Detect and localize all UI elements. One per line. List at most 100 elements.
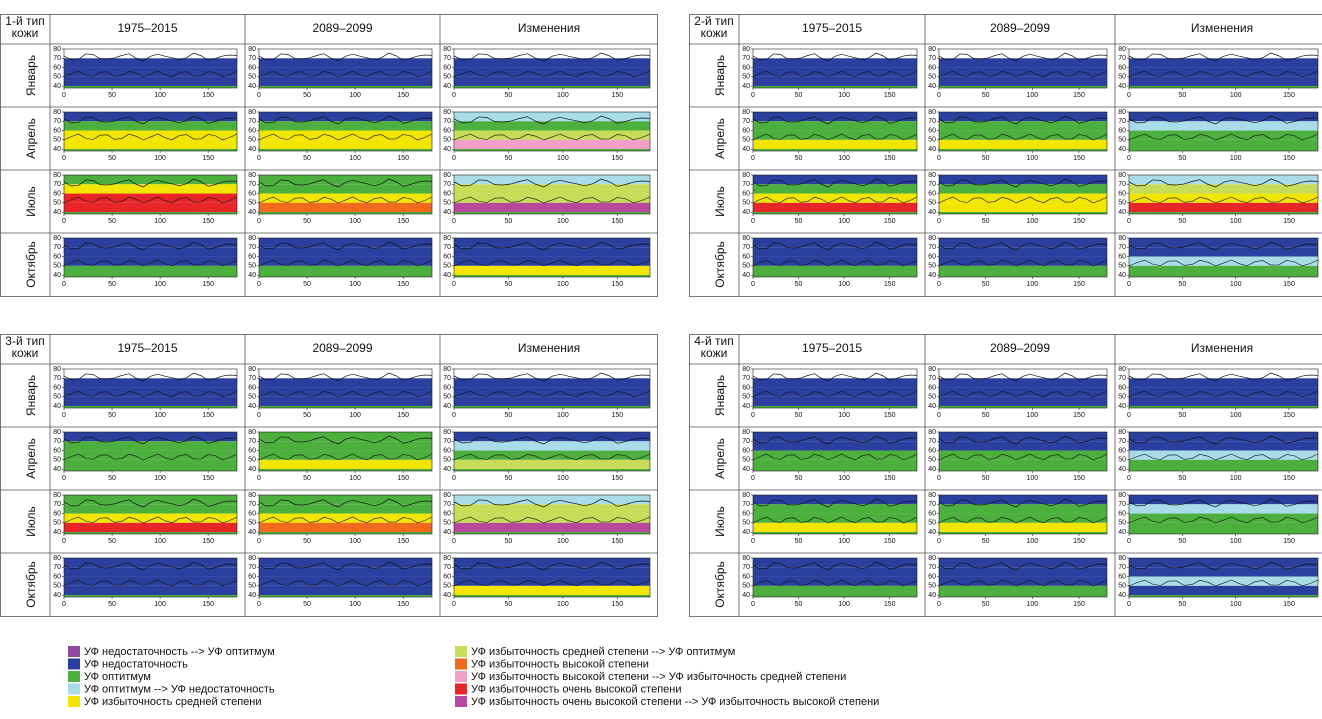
y-tick-label: 40 xyxy=(248,146,256,153)
x-tick-label: 100 xyxy=(557,538,569,545)
x-tick-label: 0 xyxy=(62,601,66,608)
x-tick-label: 0 xyxy=(257,92,261,99)
y-tick-label: 60 xyxy=(742,127,750,134)
map-band xyxy=(454,558,650,567)
y-tick-label: 70 xyxy=(443,375,451,382)
map-base xyxy=(454,212,650,214)
x-tick-label: 100 xyxy=(349,538,361,545)
x-tick-label: 100 xyxy=(1230,538,1242,545)
y-tick-label: 40 xyxy=(742,466,750,473)
x-tick-label: 150 xyxy=(1073,218,1085,225)
row-label: Октябрь xyxy=(713,241,727,288)
x-tick-label: 0 xyxy=(257,281,261,288)
map-band xyxy=(454,397,650,406)
y-tick-label: 50 xyxy=(928,263,936,270)
y-tick-label: 60 xyxy=(742,190,750,197)
map-base xyxy=(259,212,432,214)
x-tick-label: 0 xyxy=(751,281,755,288)
x-tick-label: 50 xyxy=(505,475,513,482)
y-tick-label: 70 xyxy=(248,181,256,188)
y-tick-label: 50 xyxy=(248,583,256,590)
y-tick-label: 80 xyxy=(1118,46,1126,53)
y-tick-label: 40 xyxy=(742,403,750,410)
map-band xyxy=(259,203,432,212)
figure: 1-й типкожи1975–20152089–2099ИзмененияЯн… xyxy=(0,0,1322,719)
x-tick-label: 0 xyxy=(257,412,261,419)
map-band xyxy=(454,77,650,86)
y-tick-label: 70 xyxy=(248,501,256,508)
legend-swatch xyxy=(68,696,80,707)
y-tick-label: 80 xyxy=(928,555,936,562)
map-band xyxy=(1129,586,1318,595)
map-band xyxy=(753,238,917,247)
y-tick-label: 40 xyxy=(443,272,451,279)
y-tick-label: 80 xyxy=(742,366,750,373)
x-tick-label: 100 xyxy=(838,155,850,162)
y-tick-label: 70 xyxy=(1118,564,1126,571)
panel: 2-й типкожи1975–20152089–2099ИзмененияЯн… xyxy=(689,14,1322,297)
y-tick-label: 70 xyxy=(53,181,61,188)
y-tick-label: 70 xyxy=(53,118,61,125)
y-tick-label: 70 xyxy=(928,375,936,382)
x-tick-label: 0 xyxy=(62,218,66,225)
map-band xyxy=(259,432,432,441)
y-tick-label: 70 xyxy=(928,564,936,571)
x-tick-label: 0 xyxy=(937,538,941,545)
x-tick-label: 50 xyxy=(108,155,116,162)
x-tick-label: 150 xyxy=(202,538,214,545)
map-band xyxy=(753,460,917,469)
map-band xyxy=(1129,460,1318,469)
y-tick-label: 70 xyxy=(443,244,451,251)
x-tick-label: 50 xyxy=(505,281,513,288)
y-tick-label: 60 xyxy=(1118,190,1126,197)
y-tick-label: 50 xyxy=(928,200,936,207)
y-tick-label: 70 xyxy=(742,118,750,125)
x-tick-label: 100 xyxy=(349,475,361,482)
x-tick-label: 50 xyxy=(795,281,803,288)
y-tick-label: 50 xyxy=(742,200,750,207)
map-band xyxy=(753,266,917,275)
y-tick-label: 80 xyxy=(53,46,61,53)
y-tick-label: 60 xyxy=(928,510,936,517)
y-tick-label: 70 xyxy=(443,564,451,571)
y-tick-label: 80 xyxy=(53,172,61,179)
x-tick-label: 0 xyxy=(751,218,755,225)
x-tick-label: 100 xyxy=(557,601,569,608)
x-tick-label: 150 xyxy=(884,412,896,419)
x-tick-label: 0 xyxy=(452,92,456,99)
map-band xyxy=(939,266,1107,275)
x-tick-label: 100 xyxy=(1230,218,1242,225)
y-tick-label: 60 xyxy=(928,64,936,71)
y-tick-label: 60 xyxy=(928,190,936,197)
x-tick-label: 100 xyxy=(1230,601,1242,608)
legend-swatch xyxy=(455,646,467,657)
x-tick-label: 0 xyxy=(62,475,66,482)
map-band xyxy=(454,586,650,595)
y-tick-label: 80 xyxy=(53,109,61,116)
y-tick-label: 50 xyxy=(443,263,451,270)
y-tick-label: 60 xyxy=(742,64,750,71)
y-tick-label: 40 xyxy=(443,83,451,90)
y-tick-label: 50 xyxy=(53,200,61,207)
map-band xyxy=(259,140,432,149)
map-band xyxy=(1129,112,1318,121)
x-tick-label: 100 xyxy=(1026,281,1038,288)
y-tick-label: 50 xyxy=(1118,394,1126,401)
x-tick-label: 150 xyxy=(884,601,896,608)
map-base xyxy=(259,86,432,88)
row-label: Апрель xyxy=(713,118,727,159)
y-tick-label: 70 xyxy=(443,118,451,125)
x-tick-label: 150 xyxy=(202,601,214,608)
y-tick-label: 60 xyxy=(53,447,61,454)
x-tick-label: 50 xyxy=(795,601,803,608)
y-tick-label: 70 xyxy=(248,118,256,125)
x-tick-label: 100 xyxy=(154,281,166,288)
corner-label: кожи xyxy=(12,26,39,40)
map-band xyxy=(753,432,917,441)
x-tick-label: 0 xyxy=(751,538,755,545)
column-header: 2089–2099 xyxy=(990,21,1050,35)
y-tick-label: 40 xyxy=(443,466,451,473)
x-tick-label: 150 xyxy=(884,92,896,99)
map-band xyxy=(64,432,237,441)
map-band xyxy=(64,77,237,86)
